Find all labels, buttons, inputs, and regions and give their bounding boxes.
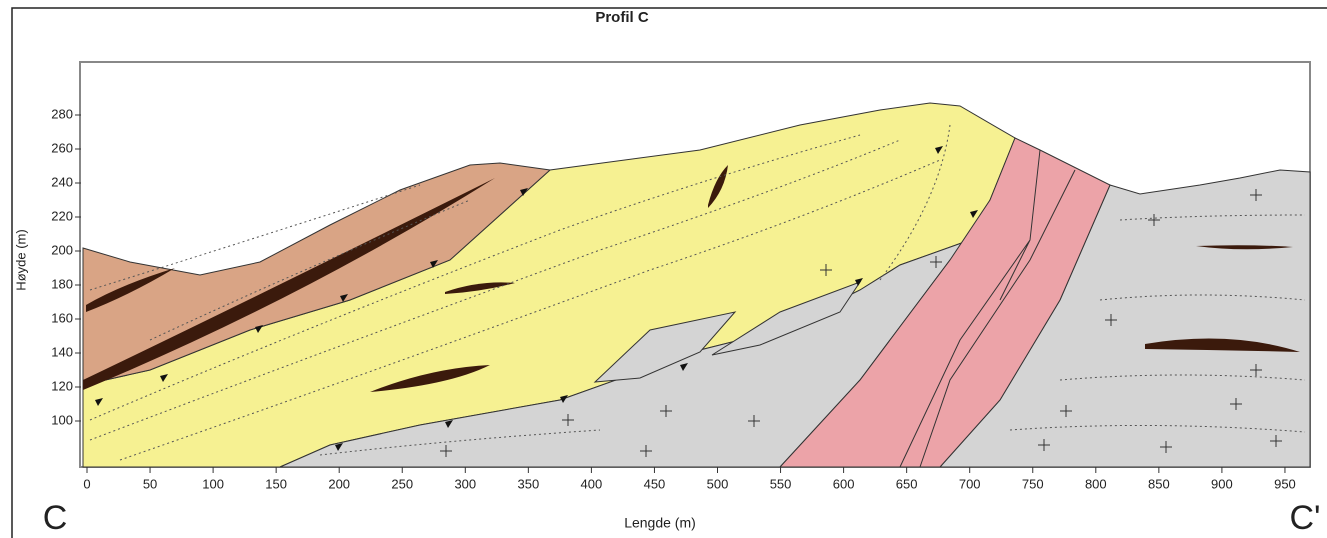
x-tick-label: 250 (391, 476, 413, 491)
x-tick-label: 350 (517, 476, 539, 491)
y-tick-label: 120 (51, 378, 73, 393)
x-tick-label: 650 (896, 476, 918, 491)
y-tick-label: 200 (51, 242, 73, 257)
cross-section: Profil C (0, 0, 1327, 538)
x-tick-label: 850 (1148, 476, 1170, 491)
x-tick-label: 550 (770, 476, 792, 491)
y-tick-label: 240 (51, 174, 73, 189)
x-tick-label: 900 (1211, 476, 1233, 491)
x-tick-label: 450 (644, 476, 666, 491)
x-axis-label: Lengde (m) (624, 515, 696, 531)
x-tick-label: 50 (143, 476, 157, 491)
title: Profil C (595, 9, 649, 26)
geology (80, 62, 1310, 467)
x-tick-label: 750 (1022, 476, 1044, 491)
y-tick-label: 260 (51, 140, 73, 155)
y-tick-label: 100 (51, 412, 73, 427)
corner-label: C' (1289, 499, 1320, 537)
x-tick-label: 400 (581, 476, 603, 491)
corner-label: C (43, 499, 68, 537)
y-tick-label: 180 (51, 276, 73, 291)
x-tick-label: 500 (707, 476, 729, 491)
y-axis: 100 120 140 160 180 200 220 240 260 280 (51, 106, 81, 427)
x-tick-label: 950 (1274, 476, 1296, 491)
y-tick-label: 160 (51, 310, 73, 325)
y-axis-label: Høyde (m) (13, 229, 28, 290)
x-tick-label: 300 (454, 476, 476, 491)
x-tick-label: 700 (959, 476, 981, 491)
x-axis: 0 50 100 150 200 250 300 350 400 450 500 550 600 650 7… (83, 467, 1295, 491)
x-tick-label: 600 (833, 476, 855, 491)
y-tick-label: 220 (51, 208, 73, 223)
x-tick-label: 150 (265, 476, 287, 491)
x-tick-label: 800 (1085, 476, 1107, 491)
y-tick-label: 140 (51, 344, 73, 359)
x-tick-label: 100 (202, 476, 224, 491)
x-tick-label: 200 (328, 476, 350, 491)
x-tick-label: 0 (83, 476, 90, 491)
y-tick-label: 280 (51, 106, 73, 121)
